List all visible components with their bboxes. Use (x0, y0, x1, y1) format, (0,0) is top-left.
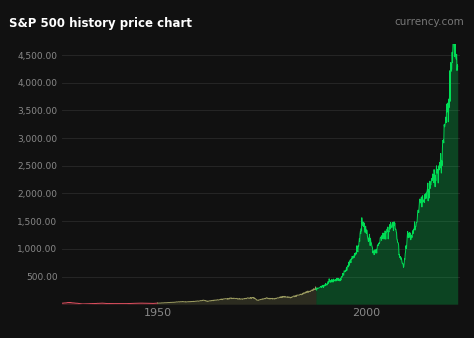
Text: currency.com: currency.com (395, 17, 465, 27)
Text: S&P 500 history price chart: S&P 500 history price chart (9, 17, 192, 30)
